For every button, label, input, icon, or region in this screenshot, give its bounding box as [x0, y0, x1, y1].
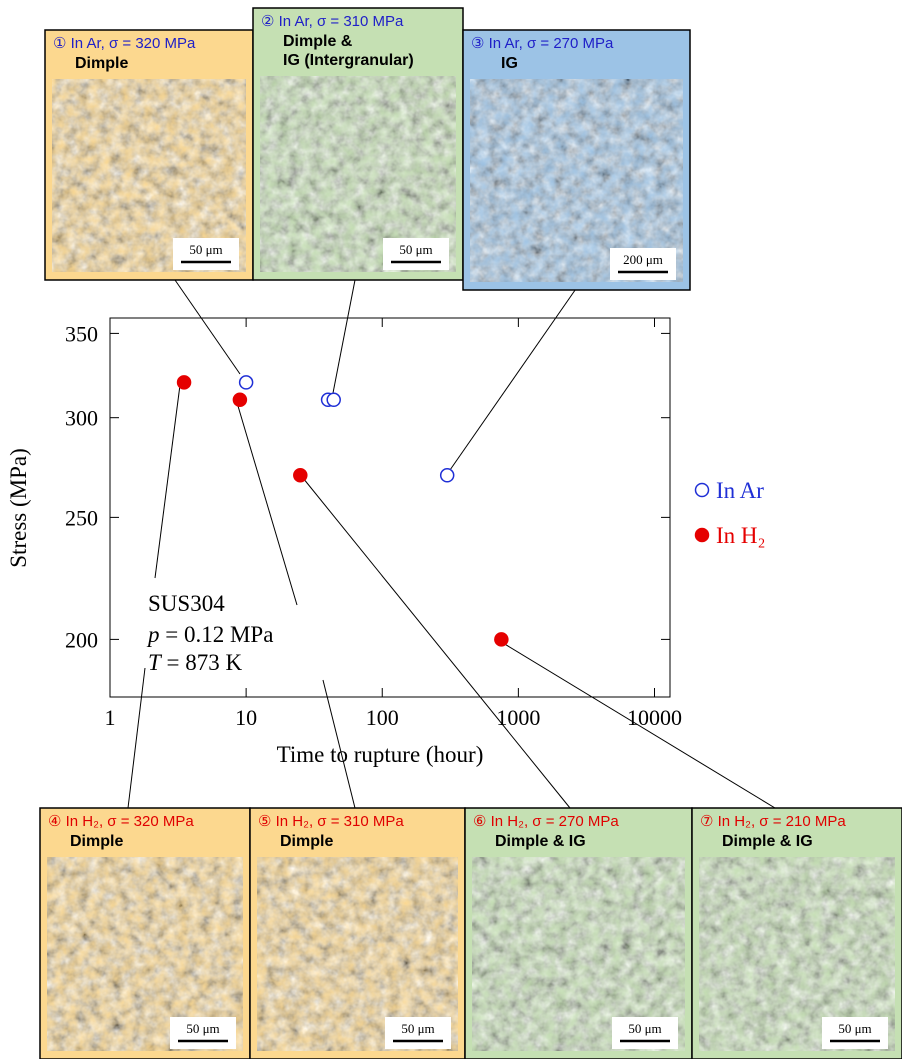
data-point	[240, 376, 253, 389]
panel-label: ② In Ar, σ = 310 MPa	[261, 13, 404, 30]
legend-label: In H₂	[716, 523, 766, 548]
scale-bar-label: 50 μm	[838, 1021, 871, 1036]
legend-marker	[696, 529, 709, 542]
panel-title: Dimple &	[283, 33, 353, 50]
legend-label: In Ar	[716, 478, 764, 503]
panel-title: Dimple & IG	[495, 833, 586, 850]
scale-bar-label: 50 μm	[399, 242, 432, 257]
figure: Time to rupture (hour) Stress (MPa) SUS3…	[0, 0, 902, 1059]
x-axis-label: Time to rupture (hour)	[277, 742, 484, 767]
data-point	[327, 393, 340, 406]
scale-bar-label: 50 μm	[186, 1021, 219, 1036]
data-point	[233, 393, 246, 406]
condition-line: p = 0.12 MPa	[146, 622, 273, 647]
condition-symbol: p	[146, 622, 160, 647]
panel: ② In Ar, σ = 310 MPa Dimple & IG (Intergra…	[253, 8, 463, 280]
panel: ⑦ In H₂, σ = 210 MPa Dimple & IG 50 μm	[692, 808, 902, 1059]
connector	[155, 385, 180, 578]
connector	[128, 668, 145, 808]
x-tick-label: 10000	[627, 705, 682, 730]
panel-label: ① In Ar, σ = 320 MPa	[53, 35, 196, 52]
panel-title: IG (Intergranular)	[283, 52, 414, 69]
panel: ④ In H₂, σ = 320 MPa Dimple 50 μm	[40, 808, 250, 1059]
x-tick-label: 100	[366, 705, 399, 730]
legend-marker	[696, 484, 709, 497]
panel: ③ In Ar, σ = 270 MPa IG 200 μm	[463, 30, 690, 290]
data-point	[178, 376, 191, 389]
panel-label: ⑥ In H₂, σ = 270 MPa	[473, 813, 619, 830]
x-tick-label: 10	[235, 705, 257, 730]
scale-bar-label: 50 μm	[401, 1021, 434, 1036]
panel-title: Dimple	[75, 55, 128, 72]
connector	[333, 280, 355, 393]
y-tick-label: 350	[65, 321, 98, 346]
data-point	[495, 633, 508, 646]
panel-title: Dimple	[280, 833, 333, 850]
panel-title: Dimple & IG	[722, 833, 813, 850]
x-tick-label: 1	[105, 705, 116, 730]
material-label: SUS304	[148, 591, 225, 616]
page: Time to rupture (hour) Stress (MPa) SUS3…	[0, 0, 902, 1059]
y-tick-label: 250	[65, 505, 98, 530]
panel: ⑤ In H₂, σ = 310 MPa Dimple 50 μm	[250, 808, 465, 1059]
condition-value: = 0.12 MPa	[160, 622, 274, 647]
panel-label: ⑤ In H₂, σ = 310 MPa	[258, 813, 404, 830]
panel-label: ④ In H₂, σ = 320 MPa	[48, 813, 194, 830]
connector	[450, 283, 580, 470]
panel-label: ⑦ In H₂, σ = 210 MPa	[700, 813, 846, 830]
panel: ⑥ In H₂, σ = 270 MPa Dimple & IG 50 μm	[465, 808, 692, 1059]
condition-value: = 873 K	[161, 650, 243, 675]
data-point	[441, 469, 454, 482]
panel-title: IG	[501, 55, 518, 72]
scale-bar-label: 200 μm	[623, 252, 663, 267]
panel: ① In Ar, σ = 320 MPa Dimple 50 μm	[45, 30, 253, 280]
panel-label: ③ In Ar, σ = 270 MPa	[471, 35, 614, 52]
condition-line: T = 873 K	[148, 650, 243, 675]
y-tick-label: 300	[65, 406, 98, 431]
x-tick-label: 1000	[496, 705, 540, 730]
y-axis-label: Stress (MPa)	[6, 448, 31, 567]
scale-bar-label: 50 μm	[189, 242, 222, 257]
data-point	[294, 469, 307, 482]
connector	[175, 280, 240, 374]
panel-title: Dimple	[70, 833, 123, 850]
connector	[238, 406, 297, 605]
scale-bar-label: 50 μm	[628, 1021, 661, 1036]
y-tick-label: 200	[65, 627, 98, 652]
